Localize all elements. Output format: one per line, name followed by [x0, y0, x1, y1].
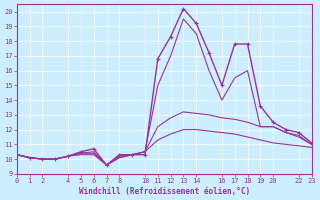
X-axis label: Windchill (Refroidissement éolien,°C): Windchill (Refroidissement éolien,°C) [79, 187, 250, 196]
